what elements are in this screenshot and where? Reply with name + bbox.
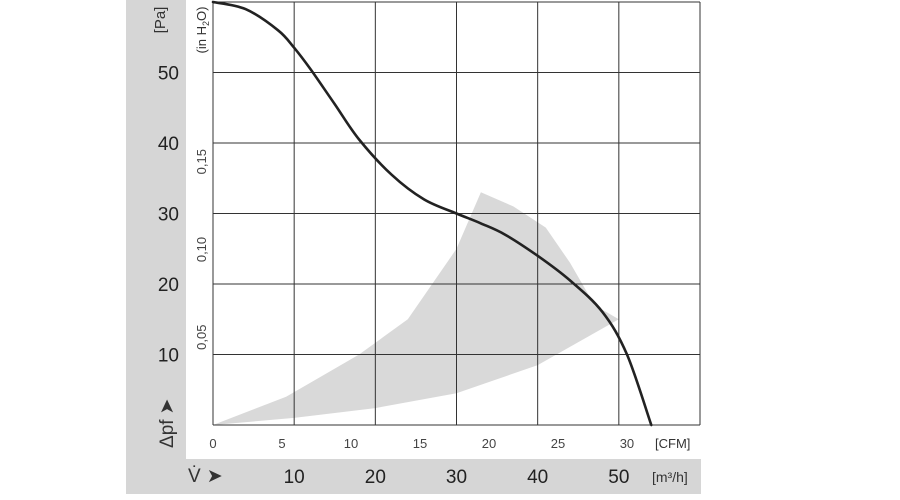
performance-curve — [211, 0, 653, 427]
y-tick-label-secondary: 0,15 — [194, 149, 209, 174]
x-axis-band — [126, 459, 701, 494]
y-axis-band — [126, 0, 186, 494]
y-symbol: Δpf➤ — [157, 399, 178, 448]
y-tick-label-primary: 50 — [158, 64, 179, 85]
y-unit-primary: [Pa] — [152, 7, 169, 34]
axis-band-background — [126, 0, 701, 494]
tick-labels: 10 20 30 40 50 0,05 0,10 0,15 10 20 30 40 50 0 5 10 15 20… — [158, 64, 634, 489]
x-tick-label-primary: 20 — [365, 467, 386, 488]
x-tick-label-primary: 50 — [608, 467, 629, 488]
x-tick-label-secondary: 25 — [551, 436, 565, 451]
x-tick-label-primary: 10 — [284, 467, 305, 488]
operating-area-layer — [213, 192, 619, 425]
y-unit-secondary: (in H2O) — [194, 7, 211, 54]
y-tick-label-secondary: 0,10 — [194, 237, 209, 262]
y-tick-label-primary: 20 — [158, 275, 179, 296]
x-tick-label-secondary: 15 — [413, 436, 427, 451]
x-tick-label-primary: 40 — [527, 467, 548, 488]
x-tick-label-secondary: 0 — [209, 436, 216, 451]
x-symbol: V̇ ➤ — [188, 466, 223, 487]
y-tick-label-primary: 40 — [158, 134, 179, 155]
secondary-x-strip — [186, 426, 701, 459]
x-unit-secondary: [CFM] — [655, 436, 690, 451]
x-tick-label-secondary: 30 — [620, 436, 634, 451]
y-tick-label-primary: 30 — [158, 205, 179, 226]
x-tick-label-secondary: 10 — [344, 436, 358, 451]
operating-area — [213, 192, 619, 425]
x-unit-primary: [m³/h] — [652, 469, 688, 485]
x-tick-label-primary: 30 — [446, 467, 467, 488]
x-tick-label-secondary: 5 — [278, 436, 285, 451]
y-tick-label-secondary: 0,05 — [194, 325, 209, 350]
secondary-y-strip — [186, 0, 213, 459]
curve-layer — [211, 0, 653, 427]
x-tick-label-secondary: 20 — [482, 436, 496, 451]
y-tick-label-primary: 10 — [158, 346, 179, 367]
